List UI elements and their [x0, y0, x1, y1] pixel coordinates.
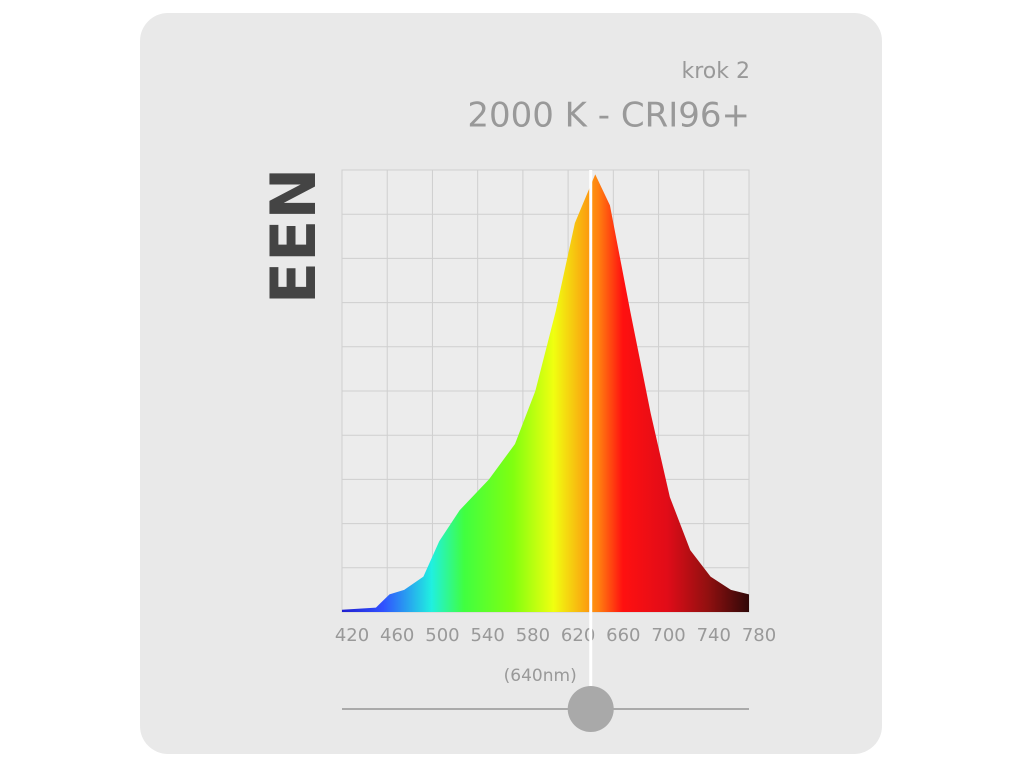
title: 2000 K - CRI96+ [467, 96, 750, 136]
marker-label: (640nm) [504, 666, 577, 686]
x-tick-label: 700 [651, 625, 685, 646]
spectrum-area [342, 174, 749, 613]
x-tick-label: 460 [380, 625, 414, 646]
plot: 420 460 500 540 580 620 660 700 740 780 (640nm) [335, 169, 776, 732]
x-tick-label: 620 [561, 625, 595, 646]
slider-knob[interactable] [567, 686, 614, 732]
x-tick-label: 740 [697, 625, 731, 646]
x-tick-label: 660 [606, 625, 640, 646]
x-tick-label: 500 [425, 625, 459, 646]
x-tick-label: 580 [516, 625, 550, 646]
x-tick-label: 540 [470, 625, 504, 646]
side-label: EEN [257, 168, 330, 305]
step-label: krok 2 [682, 59, 751, 84]
x-tick-label: 420 [335, 625, 369, 646]
x-tick-label: 780 [742, 625, 776, 646]
